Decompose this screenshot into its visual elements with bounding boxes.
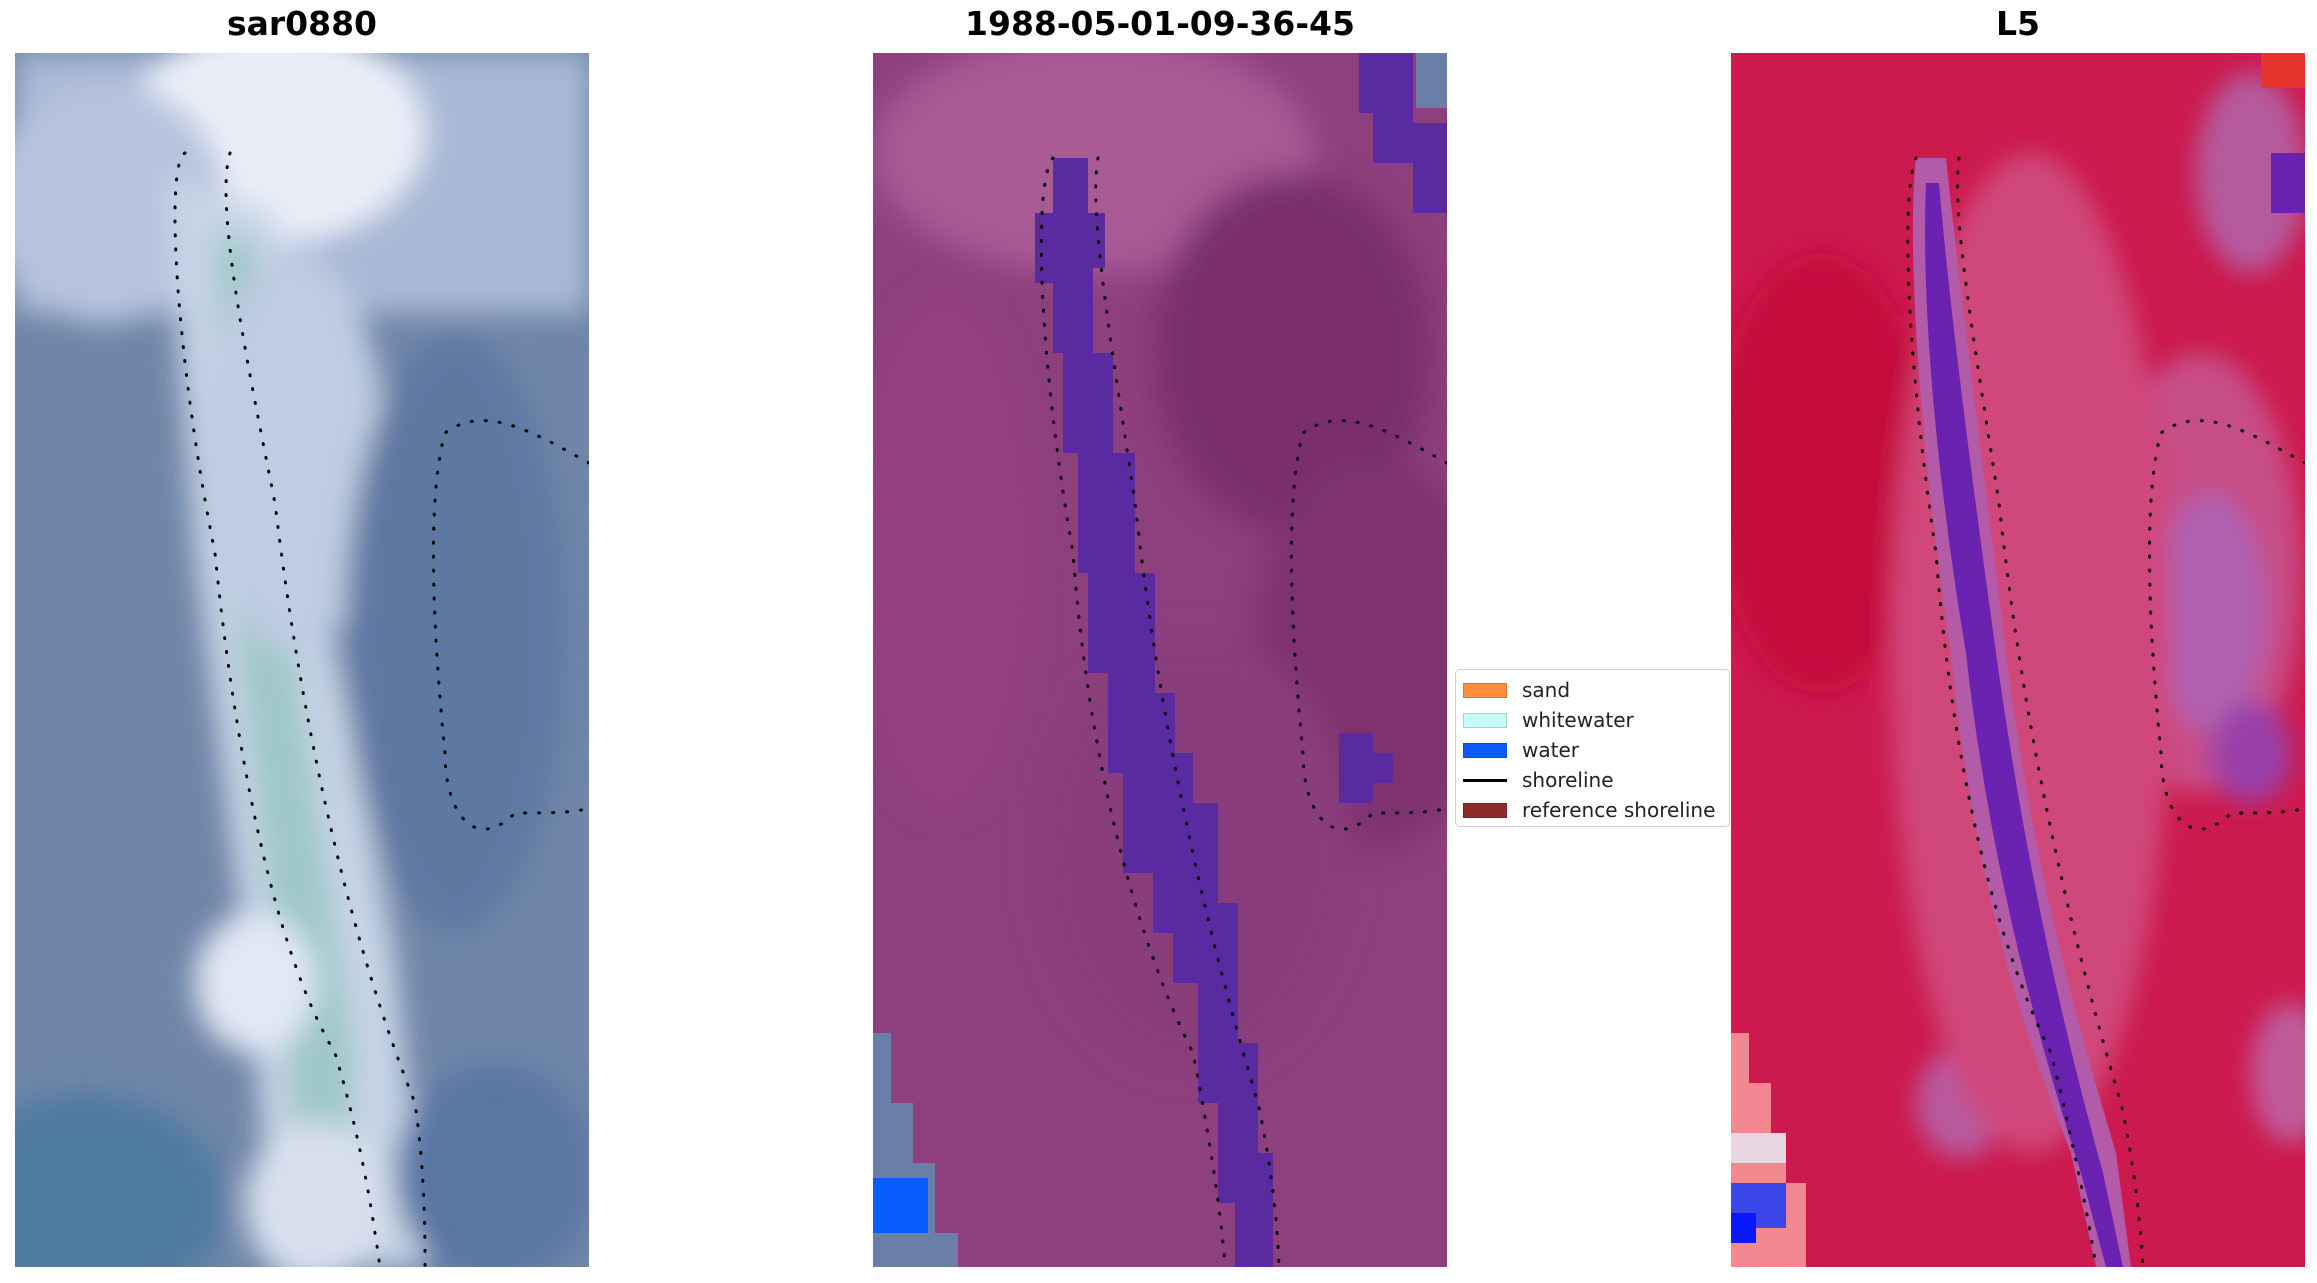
legend-label-reference-shoreline: reference shoreline (1522, 798, 1716, 822)
panel-title-rgb: sar0880 (226, 4, 378, 43)
legend-label-whitewater: whitewater (1522, 708, 1634, 732)
sand-swatch (1463, 682, 1507, 698)
legend-label-sand: sand (1522, 678, 1571, 702)
whitewater-swatch (1463, 712, 1507, 728)
legend-item-water: water (1463, 737, 1579, 763)
legend-item-shoreline: shoreline (1463, 767, 1614, 793)
classified-image (873, 53, 1447, 1267)
rgb-image (15, 53, 589, 1267)
shoreline-line-swatch (1463, 778, 1507, 782)
panel-title-classified: 1988-05-01-09-36-45 (965, 4, 1355, 43)
rgb-image-panel (15, 53, 589, 1267)
water-swatch (1463, 742, 1507, 758)
legend-item-whitewater: whitewater (1463, 707, 1634, 733)
panel-title-index: L5 (1996, 4, 2040, 43)
legend-label-water: water (1522, 738, 1579, 762)
legend-item-reference-shoreline: reference shoreline (1463, 797, 1715, 823)
classified-image-panel (873, 53, 1447, 1267)
legend-label-shoreline: shoreline (1522, 768, 1614, 792)
index-image-panel (1731, 53, 2305, 1267)
reference-shoreline-swatch (1463, 802, 1507, 818)
index-image (1731, 53, 2305, 1267)
legend-item-sand: sand (1463, 677, 1570, 703)
legend: sand whitewater water shoreline referenc… (1455, 669, 1730, 827)
